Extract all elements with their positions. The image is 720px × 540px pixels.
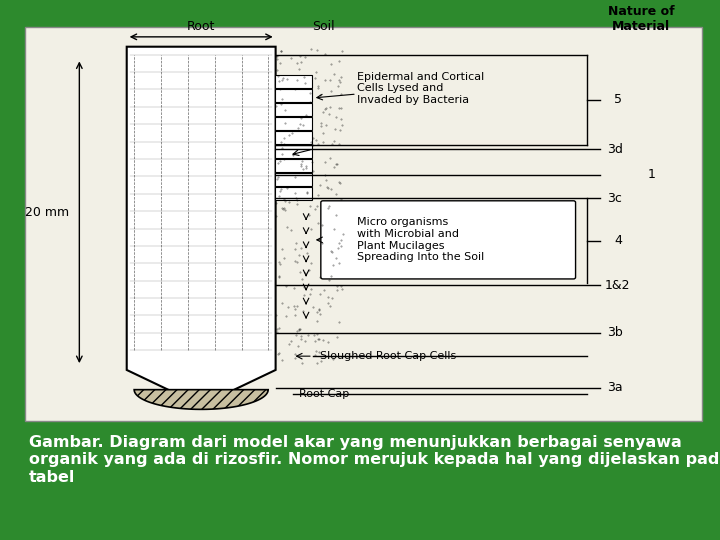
Text: 1: 1 (648, 168, 656, 181)
Text: Gambar. Diagram dari model akar yang menunjukkan berbagai senyawa
organik yang a: Gambar. Diagram dari model akar yang men… (29, 435, 720, 484)
Text: 5: 5 (614, 93, 622, 106)
FancyBboxPatch shape (275, 173, 312, 186)
Text: Soil: Soil (312, 20, 334, 33)
Text: 3a: 3a (607, 381, 623, 394)
FancyBboxPatch shape (275, 103, 312, 116)
FancyBboxPatch shape (25, 27, 702, 421)
Text: 3c: 3c (607, 192, 622, 205)
Text: Root: Root (187, 20, 215, 33)
Polygon shape (127, 47, 276, 406)
FancyBboxPatch shape (275, 131, 312, 144)
FancyBboxPatch shape (275, 89, 312, 102)
Text: 1&2: 1&2 (605, 279, 630, 292)
FancyBboxPatch shape (275, 187, 312, 200)
Text: Nature of
Material: Nature of Material (608, 5, 675, 33)
Text: Micro organisms
with Microbial and
Plant Mucilages
Spreading Into the Soil: Micro organisms with Microbial and Plant… (357, 218, 484, 262)
Text: 20 mm: 20 mm (25, 206, 69, 219)
Text: Sloughed Root Cap Cells: Sloughed Root Cap Cells (320, 351, 456, 361)
Text: 3b: 3b (607, 326, 623, 339)
FancyBboxPatch shape (275, 159, 312, 172)
Polygon shape (134, 390, 268, 409)
Text: Epidermal and Cortical
Cells Lysed and
Invaded by Bacteria: Epidermal and Cortical Cells Lysed and I… (357, 71, 484, 105)
FancyBboxPatch shape (275, 145, 312, 158)
Text: Root Cap: Root Cap (300, 389, 349, 399)
FancyBboxPatch shape (321, 201, 575, 279)
Text: 4: 4 (614, 234, 622, 247)
Text: 3d: 3d (607, 143, 623, 156)
FancyBboxPatch shape (275, 75, 312, 88)
FancyBboxPatch shape (275, 117, 312, 130)
